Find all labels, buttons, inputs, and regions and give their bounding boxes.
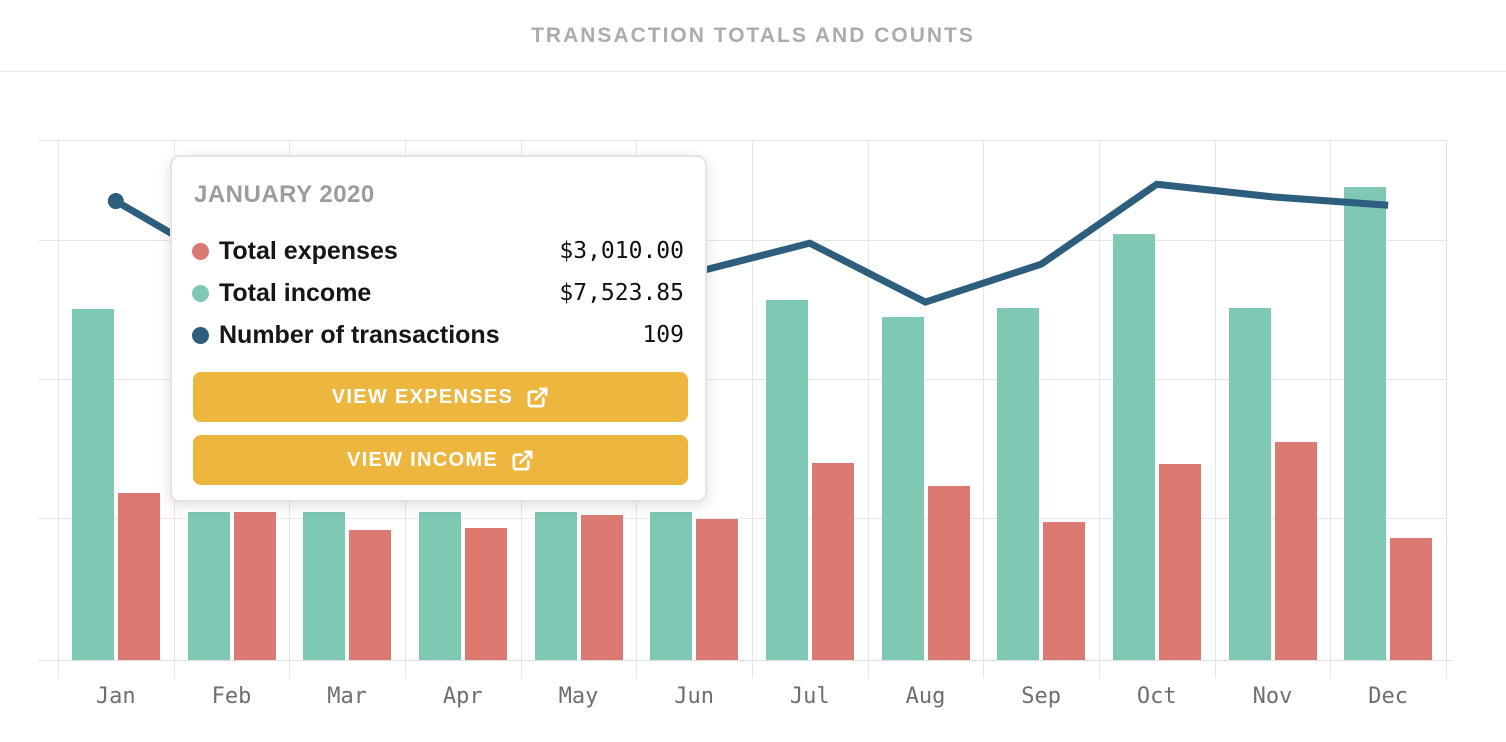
income-bar-nov[interactable]	[1228, 307, 1271, 660]
page-title: TRANSACTION TOTALS AND COUNTS	[531, 24, 975, 47]
tooltip-row-total-expenses: Total expenses $3,010.00	[192, 237, 684, 265]
grid-hline	[58, 240, 1446, 241]
grid-vline	[58, 140, 59, 660]
expense-bar-sep[interactable]	[1043, 521, 1086, 660]
view-income-label: VIEW INCOME	[347, 448, 498, 471]
x-axis-tick	[289, 660, 291, 678]
plot-top-border	[58, 140, 1446, 141]
grid-vline	[867, 140, 869, 660]
x-axis-tick	[1446, 660, 1447, 678]
transactions-point-jan[interactable]	[107, 193, 124, 210]
tooltip-title: JANUARY 2020	[194, 181, 375, 208]
x-axis-label-nov: Nov	[1252, 684, 1293, 709]
income-bar-jan[interactable]	[72, 308, 114, 660]
expense-bar-jul[interactable]	[812, 462, 854, 660]
expense-bar-oct[interactable]	[1159, 464, 1201, 660]
x-axis-label-sep: Sep	[1021, 684, 1061, 709]
expense-bar-dec[interactable]	[1390, 537, 1433, 660]
x-axis-tick	[58, 660, 59, 678]
income-bar-mar[interactable]	[303, 512, 346, 660]
grid-vline	[1099, 140, 1100, 660]
grid-hline	[58, 518, 1446, 519]
grid-vline	[983, 140, 985, 660]
income-bar-feb[interactable]	[187, 512, 230, 660]
income-bar-apr[interactable]	[419, 512, 461, 660]
x-axis-tick	[173, 660, 175, 678]
tooltip-row-label: Total income	[219, 278, 372, 307]
x-axis-tick	[1330, 660, 1332, 678]
expense-bar-aug[interactable]	[927, 486, 970, 660]
x-axis-tick	[1099, 660, 1100, 678]
grid-vline	[1214, 140, 1216, 660]
tooltip-row-total-income: Total income $7,523.85	[192, 279, 684, 307]
view-income-button[interactable]: VIEW INCOME	[193, 435, 688, 485]
expense-bar-may[interactable]	[580, 515, 623, 660]
tooltip-row-label: Number of transactions	[219, 320, 500, 349]
x-axis-tick	[1214, 660, 1216, 678]
view-expenses-button[interactable]: VIEW EXPENSES	[193, 372, 688, 422]
x-axis-label-jul: Jul	[789, 684, 830, 709]
external-link-icon	[527, 387, 548, 407]
income-legend-dot	[192, 284, 209, 302]
y-axis-tick	[38, 518, 58, 519]
x-axis-tick	[405, 660, 406, 678]
income-bar-dec[interactable]	[1344, 186, 1387, 660]
x-axis-label-apr: Apr	[442, 684, 483, 709]
x-axis-tick	[520, 660, 522, 678]
x-axis-label-may: May	[558, 684, 599, 709]
x-axis-label-dec: Dec	[1368, 684, 1408, 709]
income-bar-sep[interactable]	[997, 307, 1040, 660]
tooltip-row-value: 109	[642, 322, 684, 348]
x-axis-baseline	[38, 660, 1452, 661]
income-bar-jun[interactable]	[650, 512, 693, 660]
grid-vline	[752, 140, 753, 660]
grid-hline	[58, 379, 1446, 380]
grid-vline	[1330, 140, 1332, 660]
expense-bar-feb[interactable]	[233, 512, 276, 660]
expense-bar-jun[interactable]	[696, 519, 739, 660]
transactions-legend-dot	[192, 326, 209, 344]
x-axis-label-oct: Oct	[1136, 684, 1177, 709]
y-axis-tick	[38, 240, 58, 241]
expense-bar-nov[interactable]	[1274, 442, 1317, 660]
x-axis-tick	[752, 660, 753, 678]
view-expenses-label: VIEW EXPENSES	[331, 385, 514, 408]
income-bar-may[interactable]	[534, 512, 577, 660]
x-axis-tick	[867, 660, 869, 678]
income-bar-oct[interactable]	[1113, 234, 1155, 660]
chart-tooltip: JANUARY 2020 Total expenses $3,010.00 To…	[170, 155, 707, 502]
x-axis-tick	[636, 660, 638, 678]
tooltip-row-transaction-count: Number of transactions 109	[192, 321, 684, 349]
expense-bar-mar[interactable]	[349, 530, 392, 660]
x-axis-label-jun: Jun	[674, 684, 714, 709]
x-axis-label-mar: Mar	[327, 684, 367, 709]
plot-right-border	[1446, 140, 1447, 660]
income-bar-jul[interactable]	[766, 300, 808, 660]
x-axis-label-feb: Feb	[211, 684, 252, 709]
income-bar-aug[interactable]	[881, 316, 924, 660]
expense-bar-apr[interactable]	[465, 528, 507, 660]
x-axis-label-jan: Jan	[95, 684, 136, 709]
tooltip-row-label: Total expenses	[219, 236, 398, 265]
tooltip-row-value: $7,523.85	[559, 280, 684, 306]
expense-bar-jan[interactable]	[118, 492, 160, 660]
y-axis-tick	[38, 379, 58, 380]
expenses-legend-dot	[192, 242, 209, 260]
tooltip-row-value: $3,010.00	[559, 238, 684, 264]
header-divider	[0, 71, 1506, 72]
x-axis-tick	[983, 660, 985, 678]
external-link-icon	[512, 450, 533, 470]
y-axis-tick	[38, 140, 58, 141]
x-axis-label-aug: Aug	[905, 684, 946, 709]
